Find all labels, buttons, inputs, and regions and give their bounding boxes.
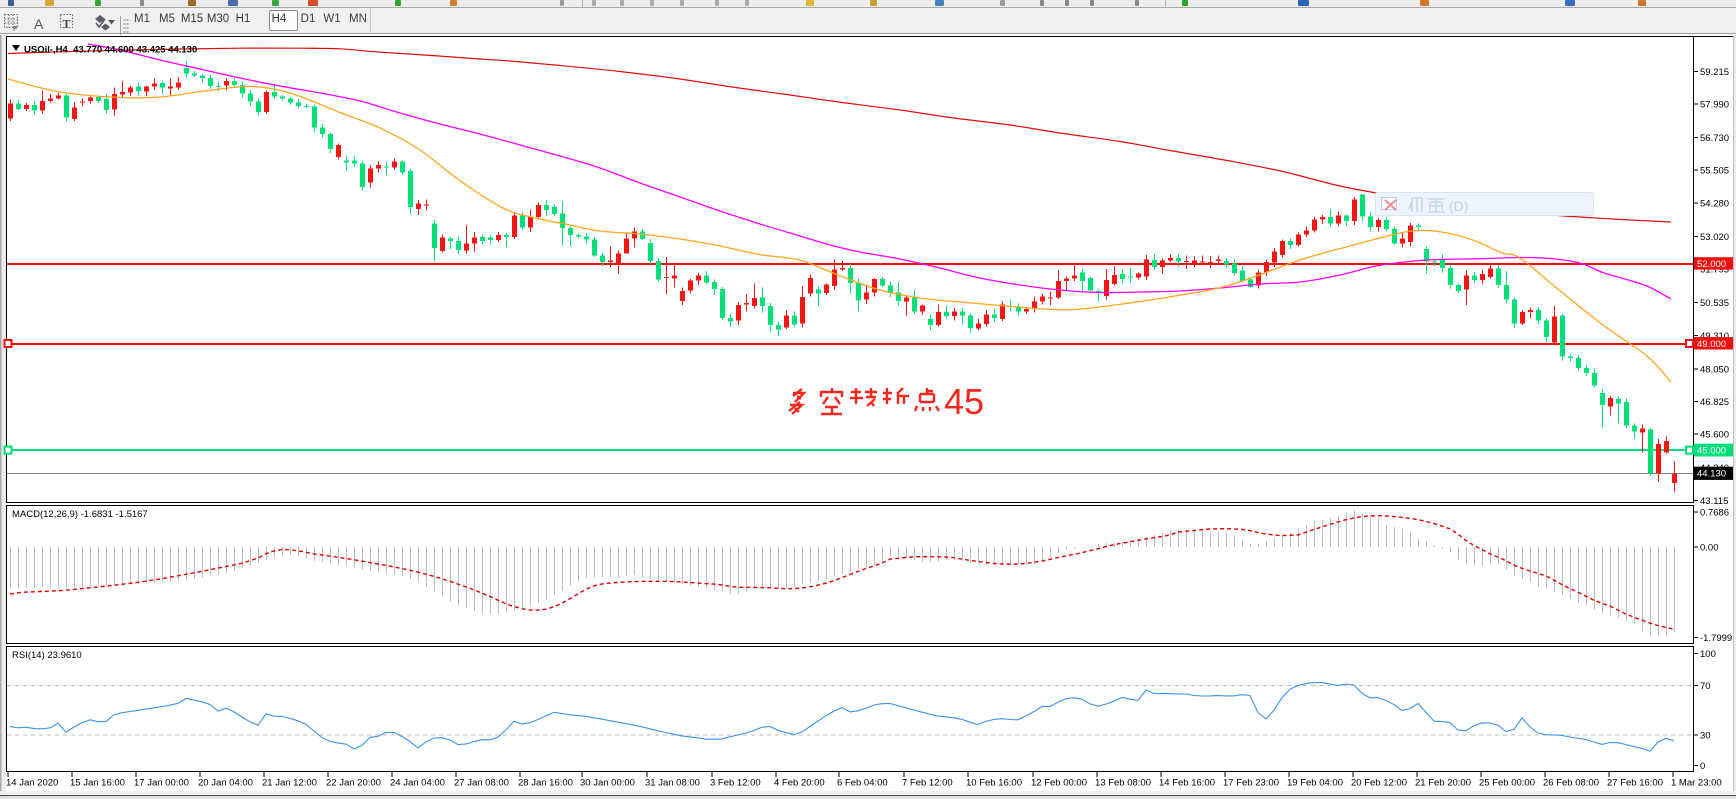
svg-text:MACD(12,26,9) -1.6831 -1.5167: MACD(12,26,9) -1.6831 -1.5167 [12,509,148,520]
svg-text:45.000: 45.000 [1697,445,1726,456]
svg-text:14 Jan 2020: 14 Jan 2020 [6,778,58,789]
svg-text:12 Feb 00:00: 12 Feb 00:00 [1031,778,1087,789]
svg-text:0.7686: 0.7686 [1700,508,1729,519]
svg-text:7 Feb 12:00: 7 Feb 12:00 [902,778,953,789]
svg-text:59.215: 59.215 [1700,67,1729,78]
svg-text:30 Jan 00:00: 30 Jan 00:00 [580,778,635,789]
svg-text:10 Feb 16:00: 10 Feb 16:00 [966,778,1022,789]
svg-text:28 Jan 16:00: 28 Jan 16:00 [518,778,573,789]
svg-text:44.130: 44.130 [1697,469,1726,480]
svg-text:19 Feb 04:00: 19 Feb 04:00 [1287,778,1343,789]
svg-text:(D): (D) [1449,198,1468,214]
svg-text:17 Jan 00:00: 17 Jan 00:00 [134,778,189,789]
svg-text:54.280: 54.280 [1700,198,1729,209]
svg-text:A: A [34,16,44,32]
svg-text:100: 100 [1700,649,1716,660]
svg-text:53.020: 53.020 [1700,232,1729,243]
svg-text:50.535: 50.535 [1700,298,1729,309]
svg-text:49.000: 49.000 [1697,339,1726,350]
svg-text:T: T [63,17,71,31]
svg-text:F: F [13,26,17,33]
svg-text:24 Jan 04:00: 24 Jan 04:00 [390,778,445,789]
svg-text:27 Jan 08:00: 27 Jan 08:00 [454,778,509,789]
svg-text:-1.7999: -1.7999 [1700,633,1732,644]
svg-text:13 Feb 08:00: 13 Feb 08:00 [1095,778,1151,789]
svg-text:45: 45 [944,381,984,422]
svg-text:56.730: 56.730 [1700,133,1729,144]
svg-text:49.310: 49.310 [1700,331,1729,342]
svg-text:55.505: 55.505 [1700,166,1729,177]
svg-text:15 Jan 16:00: 15 Jan 16:00 [70,778,125,789]
svg-text:48.050: 48.050 [1700,364,1729,375]
svg-text:27 Feb 16:00: 27 Feb 16:00 [1607,778,1663,789]
svg-text:25 Feb 00:00: 25 Feb 00:00 [1479,778,1535,789]
svg-text:0: 0 [1700,761,1705,772]
svg-text:26 Feb 08:00: 26 Feb 08:00 [1543,778,1599,789]
svg-text:52.000: 52.000 [1697,259,1726,270]
svg-text:6 Feb 04:00: 6 Feb 04:00 [837,778,888,789]
svg-text:31 Jan 08:00: 31 Jan 08:00 [645,778,700,789]
svg-text:57.990: 57.990 [1700,99,1729,110]
svg-text:20 Jan 04:00: 20 Jan 04:00 [198,778,253,789]
svg-text:46.825: 46.825 [1700,397,1729,408]
svg-text:45.600: 45.600 [1700,430,1729,441]
svg-text:70: 70 [1700,681,1711,692]
svg-text:21 Feb 20:00: 21 Feb 20:00 [1415,778,1471,789]
svg-text:30: 30 [1700,731,1711,742]
svg-text:22 Jan 20:00: 22 Jan 20:00 [326,778,381,789]
svg-text:RSI(14) 23.9610: RSI(14) 23.9610 [12,650,82,661]
svg-text:20 Feb 12:00: 20 Feb 12:00 [1351,778,1407,789]
svg-text:21 Jan 12:00: 21 Jan 12:00 [262,778,317,789]
svg-text:1 Mar 23:00: 1 Mar 23:00 [1671,778,1722,789]
svg-text:USOil-,H4 43.770 44.600 43.42: USOil-,H4 43.770 44.600 43.425 44.130 [24,45,197,56]
svg-text:3 Feb 12:00: 3 Feb 12:00 [710,778,761,789]
svg-text:51.795: 51.795 [1700,265,1729,276]
svg-text:14 Feb 16:00: 14 Feb 16:00 [1159,778,1215,789]
svg-text:4 Feb 20:00: 4 Feb 20:00 [774,778,825,789]
svg-text:17 Feb 23:00: 17 Feb 23:00 [1223,778,1279,789]
svg-text:0.00: 0.00 [1700,543,1719,554]
svg-text:43.115: 43.115 [1700,496,1728,507]
